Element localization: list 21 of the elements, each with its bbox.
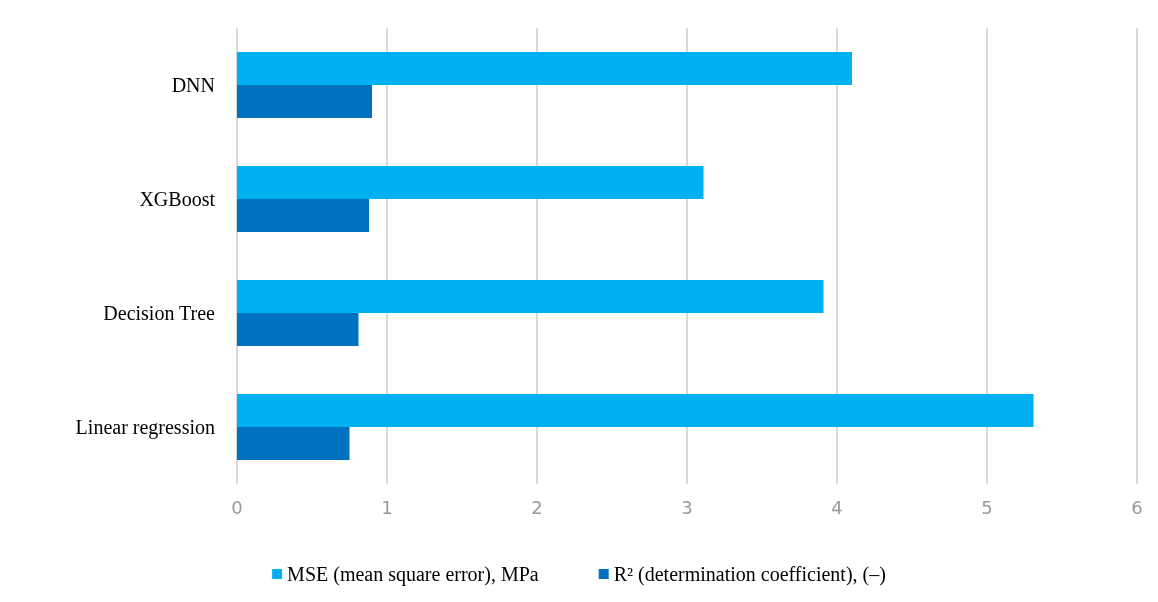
bar <box>237 85 372 118</box>
bar <box>237 427 350 460</box>
bar <box>237 52 852 85</box>
y-tick-label: Decision Tree <box>103 302 216 324</box>
y-tick-label: Linear regression <box>75 416 215 439</box>
x-tick-label: 3 <box>681 496 693 518</box>
x-tick-label: 6 <box>1131 496 1143 518</box>
x-tick-label: 5 <box>981 496 993 518</box>
x-tick-label: 2 <box>531 496 543 518</box>
legend-label: R² (determination coefficient), (–) <box>613 563 886 586</box>
y-tick-label: DNN <box>171 74 215 96</box>
y-tick-label: XGBoost <box>139 188 216 210</box>
x-tick-label: 1 <box>381 496 393 518</box>
bar <box>237 166 704 199</box>
x-tick-label: 4 <box>831 496 843 518</box>
x-tick-label: 0 <box>231 496 243 518</box>
bar <box>237 394 1034 427</box>
legend-label: MSE (mean square error), MPa <box>287 563 539 586</box>
bar <box>237 313 359 346</box>
bar <box>237 199 369 232</box>
bar <box>237 280 824 313</box>
